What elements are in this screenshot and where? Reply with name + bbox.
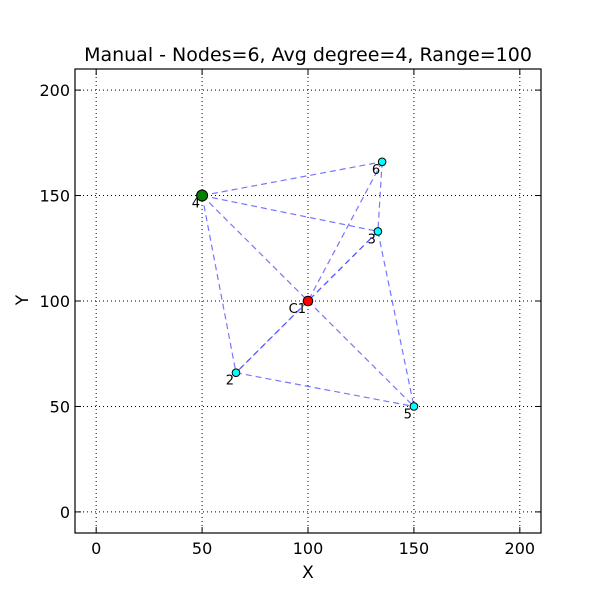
- edge-6-3: [377, 161, 383, 232]
- edge-C1-5: [307, 300, 415, 407]
- edge-4-2: [201, 195, 237, 373]
- x-tick-label: 200: [505, 539, 536, 558]
- edge-4-3: [201, 194, 379, 232]
- axis-ticks: 0 50 100 150 200 0 50 100 150 200: [39, 69, 541, 558]
- edge-6-C1: [307, 161, 383, 302]
- x-tick-label: 150: [399, 539, 430, 558]
- node-5: [409, 402, 419, 411]
- x-tick-label: 0: [91, 539, 101, 558]
- node-4: [196, 189, 209, 202]
- y-axis-label: Y: [13, 294, 33, 306]
- node-labels: C1 2 3 4 5 6: [192, 163, 412, 423]
- y-tick-label: 200: [39, 81, 70, 100]
- y-tick-label: 150: [39, 187, 70, 206]
- node-label-5: 5: [404, 407, 412, 422]
- nodes: [196, 157, 419, 411]
- edge-C1-2: [235, 300, 309, 374]
- y-tick-label: 100: [39, 292, 70, 311]
- node-label-C1: C1: [289, 302, 306, 317]
- x-tick-label: 100: [293, 539, 324, 558]
- x-tick-label: 50: [192, 539, 212, 558]
- node-label-4: 4: [192, 197, 200, 212]
- y-tick-label: 0: [60, 503, 70, 522]
- edge-4-6: [201, 161, 383, 197]
- node-label-2: 2: [226, 374, 234, 389]
- node-label-3: 3: [368, 232, 376, 247]
- chart-title: Manual - Nodes=6, Avg degree=4, Range=10…: [84, 44, 532, 66]
- node-3: [373, 227, 383, 236]
- edge-2-5: [235, 372, 415, 408]
- node-label-6: 6: [372, 163, 380, 178]
- node-6: [377, 157, 387, 167]
- node-C1: [302, 295, 314, 307]
- x-axis-label: X: [302, 563, 314, 583]
- y-tick-label: 50: [50, 397, 70, 416]
- edge-3-5: [377, 231, 415, 407]
- node-2: [231, 368, 241, 378]
- edge-4-C1: [201, 195, 309, 302]
